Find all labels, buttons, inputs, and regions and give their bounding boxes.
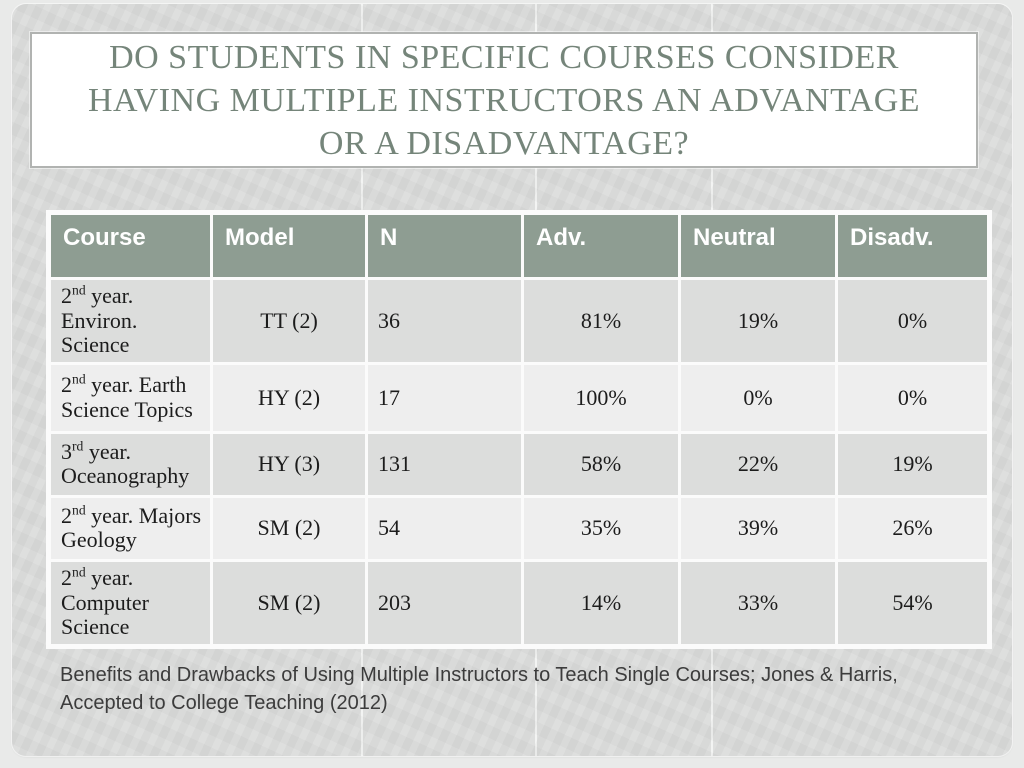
neutral-cell: 33% xyxy=(681,561,835,644)
n-cell: 131 xyxy=(368,433,521,495)
neutral-cell: 22% xyxy=(681,433,835,495)
table-row: 2nd year. Majors Geology SM (2) 54 35% 3… xyxy=(51,497,987,559)
disadv-cell: 26% xyxy=(838,497,987,559)
table-row: 2nd year. Computer Science SM (2) 203 14… xyxy=(51,561,987,644)
model-cell: SM (2) xyxy=(213,561,366,644)
adv-cell: 58% xyxy=(524,433,678,495)
table-row: 3rd year. Oceanography HY (3) 131 58% 22… xyxy=(51,433,987,495)
course-year-ordinal: nd xyxy=(72,564,86,580)
adv-cell: 100% xyxy=(524,364,678,431)
adv-cell: 14% xyxy=(524,561,678,644)
course-name: year. Earth Science Topics xyxy=(61,372,193,422)
column-header-n: N xyxy=(368,215,521,277)
course-cell: 2nd year. Computer Science xyxy=(51,561,211,644)
neutral-cell: 0% xyxy=(681,364,835,431)
neutral-cell: 19% xyxy=(681,280,835,362)
slide-title-box: DO STUDENTS IN SPECIFIC COURSES CONSIDER… xyxy=(30,32,978,168)
n-cell: 54 xyxy=(368,497,521,559)
course-name: year. Computer Science xyxy=(61,564,149,640)
citation-text: Benefits and Drawbacks of Using Multiple… xyxy=(60,661,990,717)
citation-line-2: Accepted to College Teaching (2012) xyxy=(60,692,388,714)
course-year-ordinal: nd xyxy=(72,502,86,518)
course-year-number: 2 xyxy=(61,564,72,590)
model-cell: HY (3) xyxy=(213,433,366,495)
slide-title-line-3: OR A DISADVANTAGE? xyxy=(318,124,690,162)
n-cell: 203 xyxy=(368,561,521,644)
course-cell: 2nd year. Earth Science Topics xyxy=(51,364,211,431)
disadv-cell: 19% xyxy=(838,433,987,495)
table-header-row: Course Model N Adv. Neutral Disadv. xyxy=(51,215,987,277)
table-row: 2nd year. Environ. Science TT (2) 36 81%… xyxy=(51,280,987,362)
course-year-ordinal: rd xyxy=(72,438,84,454)
model-cell: TT (2) xyxy=(213,280,366,362)
results-table: Course Model N Adv. Neutral Disadv. 2nd … xyxy=(48,212,990,647)
results-table-wrapper: Course Model N Adv. Neutral Disadv. 2nd … xyxy=(46,210,992,649)
n-cell: 36 xyxy=(368,280,521,362)
column-header-neutral: Neutral xyxy=(681,215,835,277)
column-header-model: Model xyxy=(213,215,366,277)
course-cell: 2nd year. Majors Geology xyxy=(51,497,211,559)
column-header-course: Course xyxy=(51,215,211,277)
model-cell: SM (2) xyxy=(213,497,366,559)
column-header-adv: Adv. xyxy=(524,215,678,277)
table-row: 2nd year. Earth Science Topics HY (2) 17… xyxy=(51,364,987,431)
course-year-number: 3 xyxy=(61,438,72,464)
course-year-number: 2 xyxy=(61,372,72,398)
disadv-cell: 0% xyxy=(838,364,987,431)
citation-line-1: Benefits and Drawbacks of Using Multiple… xyxy=(60,664,898,686)
course-cell: 2nd year. Environ. Science xyxy=(51,280,211,362)
course-year-number: 2 xyxy=(61,502,72,528)
column-header-disadv: Disadv. xyxy=(838,215,987,277)
course-year-ordinal: nd xyxy=(72,282,86,298)
slide-title-line-2: HAVING MULTIPLE INSTRUCTORS AN ADVANTAGE xyxy=(87,81,921,119)
course-name: year. Majors Geology xyxy=(61,502,202,553)
course-cell: 3rd year. Oceanography xyxy=(51,433,211,495)
disadv-cell: 54% xyxy=(838,561,987,644)
neutral-cell: 39% xyxy=(681,497,835,559)
n-cell: 17 xyxy=(368,364,521,431)
slide-title-line-1: DO STUDENTS IN SPECIFIC COURSES CONSIDER xyxy=(109,38,899,76)
course-year-ordinal: nd xyxy=(72,371,86,387)
disadv-cell: 0% xyxy=(838,280,987,362)
course-name: year. Environ. Science xyxy=(61,283,138,358)
adv-cell: 35% xyxy=(524,497,678,559)
adv-cell: 81% xyxy=(524,280,678,362)
course-year-number: 2 xyxy=(61,283,72,308)
course-name: year. Oceanography xyxy=(61,438,190,489)
model-cell: HY (2) xyxy=(213,364,366,431)
